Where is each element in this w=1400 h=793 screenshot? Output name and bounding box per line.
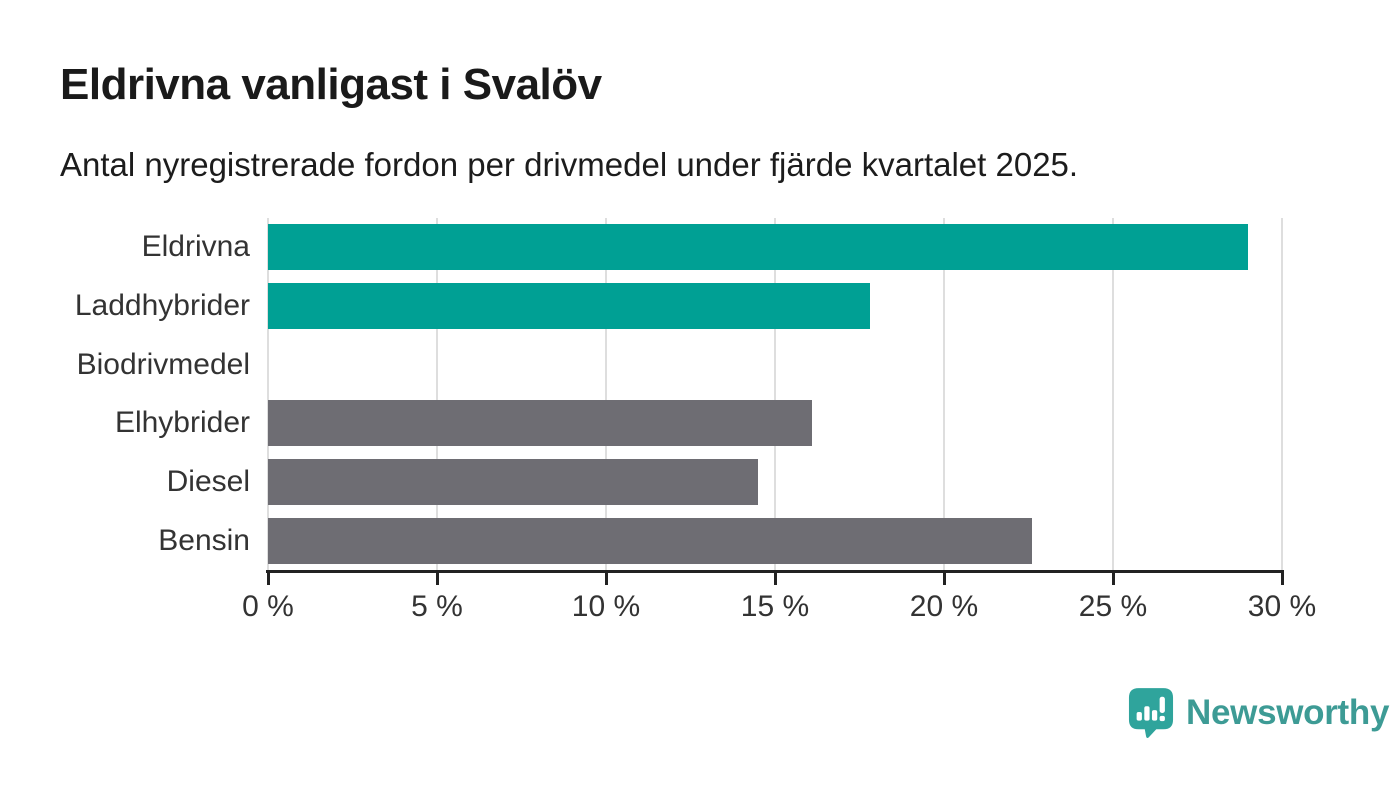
category-label-eldrivna: Eldrivna <box>141 230 250 264</box>
category-label-bensin: Bensin <box>158 523 250 557</box>
category-label-elhybrider: Elhybrider <box>114 406 250 440</box>
gridline <box>1281 218 1283 570</box>
gridline <box>605 218 607 570</box>
category-label-biodrivmedel: Biodrivmedel <box>76 347 250 381</box>
axis-tick-label: 15 % <box>740 590 810 623</box>
axis-tick-label: 10 % <box>571 590 641 623</box>
gridline <box>1112 218 1114 570</box>
gridline <box>436 218 438 570</box>
axis-tick-label: 0 % <box>242 590 294 623</box>
gridline <box>774 218 776 570</box>
gridline <box>943 218 945 570</box>
axis-tick-label: 5 % <box>411 590 463 623</box>
bar-elhybrider <box>268 400 813 447</box>
axis-tick-label: 20 % <box>909 590 979 623</box>
axis-tick-label: 30 % <box>1247 590 1317 623</box>
category-label-laddhybrider: Laddhybrider <box>74 289 250 322</box>
axis-tick <box>266 573 270 585</box>
axis-tick <box>604 573 608 585</box>
newsworthy-wordmark: Newsworthy <box>1186 693 1390 732</box>
axis-tick <box>773 573 777 585</box>
axis-tick <box>1280 573 1284 585</box>
bar-laddhybrider <box>268 283 870 329</box>
bar-chart-plot-area: Eldrivna Laddhybrider Biodrivmedel Elhybrid… <box>75 218 1316 623</box>
axis-tick <box>942 573 946 585</box>
x-axis-line <box>266 570 1284 573</box>
bar-diesel <box>268 459 759 505</box>
newsworthy-chart-bubble-icon <box>1128 688 1174 739</box>
bar-bensin <box>268 517 1032 564</box>
axis-tick-label: 25 % <box>1078 590 1148 623</box>
axis-tick <box>435 573 439 585</box>
chart-subtitle: Antal nyregistrerade fordon per drivmede… <box>60 146 1079 183</box>
category-label-diesel: Diesel <box>166 465 250 498</box>
gridline <box>267 218 269 570</box>
axis-tick <box>1111 573 1115 585</box>
chart-title: Eldrivna vanligast i Svalöv <box>60 60 602 109</box>
newsworthy-logo: Newsworthy <box>1128 686 1389 740</box>
bar-eldrivna <box>268 224 1249 271</box>
